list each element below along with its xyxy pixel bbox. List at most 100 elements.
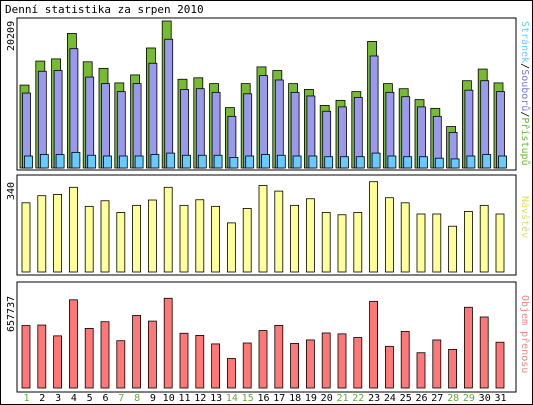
tick-label-day-11: 11 [178, 393, 190, 404]
tick-label-day-4: 4 [71, 393, 77, 404]
bar-visits-day-21 [337, 214, 347, 273]
bar-visits-day-4 [69, 186, 78, 273]
bar-visits-day-6 [100, 200, 110, 273]
bar-files-day-6 [101, 83, 110, 169]
tick-label-day-2: 2 [39, 393, 45, 404]
bar-kbytes-day-30 [479, 316, 489, 389]
bar-visits-day-24 [384, 197, 394, 273]
bar-files-day-8 [132, 83, 142, 169]
bar-pages-day-10 [166, 152, 176, 169]
bar-pages-day-27 [434, 157, 444, 169]
bar-kbytes-day-20 [321, 332, 331, 389]
tick-label-day-25: 25 [400, 393, 412, 404]
bar-pages-day-24 [387, 155, 397, 169]
tick-label-day-29: 29 [463, 393, 475, 404]
bar-pages-day-13 [213, 154, 223, 169]
bar-pages-day-28 [450, 158, 460, 169]
bar-visits-day-14 [226, 222, 236, 273]
bar-kbytes-day-14 [226, 358, 236, 389]
bar-pages-day-22 [355, 156, 365, 169]
bar-kbytes-day-22 [353, 337, 363, 389]
bar-files-day-16 [259, 75, 268, 169]
bar-pages-day-9 [150, 154, 160, 169]
tick-label-day-1: 1 [23, 393, 29, 404]
middle-panel-box [16, 174, 517, 276]
bar-kbytes-day-15 [242, 342, 252, 389]
bar-pages-day-26 [419, 156, 428, 169]
bar-kbytes-day-17 [274, 324, 284, 389]
tick-label-day-19: 19 [305, 393, 317, 404]
bar-visits-day-2 [37, 195, 47, 273]
bar-kbytes-day-23 [369, 300, 379, 389]
bar-kbytes-day-1 [21, 325, 31, 389]
bar-kbytes-day-26 [416, 352, 426, 389]
bar-pages-day-30 [482, 154, 492, 169]
tick-label-day-15: 15 [242, 393, 254, 404]
bar-kbytes-day-19 [305, 339, 315, 389]
bar-kbytes-day-8 [132, 315, 142, 389]
bar-visits-day-15 [242, 208, 252, 273]
tick-label-day-5: 5 [87, 393, 93, 404]
bar-visits-day-10 [163, 186, 173, 273]
tick-label-day-21: 21 [336, 393, 348, 404]
bar-pages-day-23 [371, 152, 381, 169]
bar-pages-day-17 [276, 154, 286, 169]
bar-pages-day-18 [292, 155, 302, 169]
bar-pages-day-31 [498, 155, 507, 169]
bar-visits-day-1 [21, 202, 31, 273]
bar-pages-day-11 [182, 154, 191, 169]
bar-visits-day-29 [463, 211, 473, 273]
bar-visits-day-27 [432, 213, 442, 273]
bar-kbytes-day-25 [400, 331, 410, 389]
tick-label-day-30: 30 [479, 393, 491, 404]
top-panel-box [16, 17, 517, 171]
tick-label-day-9: 9 [150, 393, 156, 404]
bar-kbytes-day-5 [84, 328, 94, 389]
bar-visits-day-5 [84, 205, 94, 273]
bar-visits-day-31 [495, 213, 505, 273]
tick-label-day-23: 23 [368, 393, 380, 404]
bottom-panel-box [16, 281, 517, 393]
bar-pages-day-12 [197, 154, 207, 169]
bar-visits-day-18 [290, 204, 300, 273]
bar-pages-day-8 [134, 155, 144, 169]
bar-visits-day-22 [353, 212, 363, 273]
bar-files-day-23 [369, 55, 379, 169]
bar-visits-day-3 [53, 194, 62, 273]
tick-label-day-14: 14 [226, 393, 238, 404]
tick-label-day-24: 24 [384, 393, 396, 404]
bar-pages-day-5 [87, 154, 97, 169]
tick-label-day-31: 31 [494, 393, 506, 404]
bar-kbytes-day-9 [147, 320, 157, 389]
bar-pages-day-7 [118, 155, 128, 169]
bar-visits-day-17 [274, 190, 284, 273]
bar-visits-day-25 [400, 202, 410, 273]
bar-kbytes-day-11 [179, 332, 189, 389]
bar-visits-day-13 [211, 205, 221, 273]
tick-label-day-18: 18 [289, 393, 301, 404]
bar-pages-day-25 [403, 156, 413, 169]
bar-kbytes-day-29 [463, 306, 473, 389]
bar-kbytes-day-10 [163, 297, 173, 389]
bar-kbytes-day-31 [495, 341, 505, 389]
bar-visits-day-28 [448, 225, 458, 273]
tick-label-day-27: 27 [431, 393, 443, 404]
tick-label-day-20: 20 [321, 393, 333, 404]
chart-title: Denní statistika za srpen 2010 [5, 3, 204, 16]
bar-pages-day-2 [39, 154, 49, 169]
bar-pages-day-16 [261, 154, 270, 169]
bar-kbytes-day-24 [384, 345, 394, 389]
bar-kbytes-day-3 [53, 335, 62, 389]
tick-label-day-22: 22 [352, 393, 364, 404]
bar-visits-day-19 [305, 198, 315, 273]
bar-visits-day-12 [195, 199, 205, 273]
bar-files-day-5 [85, 76, 95, 169]
bar-kbytes-day-18 [290, 343, 300, 389]
bar-pages-day-21 [340, 156, 349, 169]
bar-files-day-2 [37, 70, 47, 169]
bar-files-day-10 [164, 38, 174, 169]
tick-label-day-17: 17 [273, 393, 285, 404]
bar-pages-day-14 [229, 157, 239, 169]
tick-label-day-6: 6 [102, 393, 108, 404]
